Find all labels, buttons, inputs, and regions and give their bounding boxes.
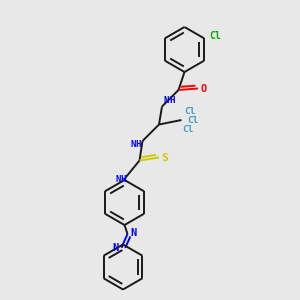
Text: Cl: Cl xyxy=(209,32,221,41)
Text: N: N xyxy=(130,228,136,239)
Text: N: N xyxy=(116,175,121,184)
Text: H: H xyxy=(169,96,174,105)
Text: H: H xyxy=(120,175,126,184)
Text: S: S xyxy=(161,152,168,163)
Text: O: O xyxy=(201,83,207,94)
Text: N: N xyxy=(112,243,118,253)
Text: H: H xyxy=(136,140,141,148)
Text: Cl: Cl xyxy=(182,124,194,134)
Text: N: N xyxy=(164,96,169,105)
Text: Cl: Cl xyxy=(187,116,199,125)
Text: N: N xyxy=(131,140,136,148)
Text: Cl: Cl xyxy=(185,107,196,116)
